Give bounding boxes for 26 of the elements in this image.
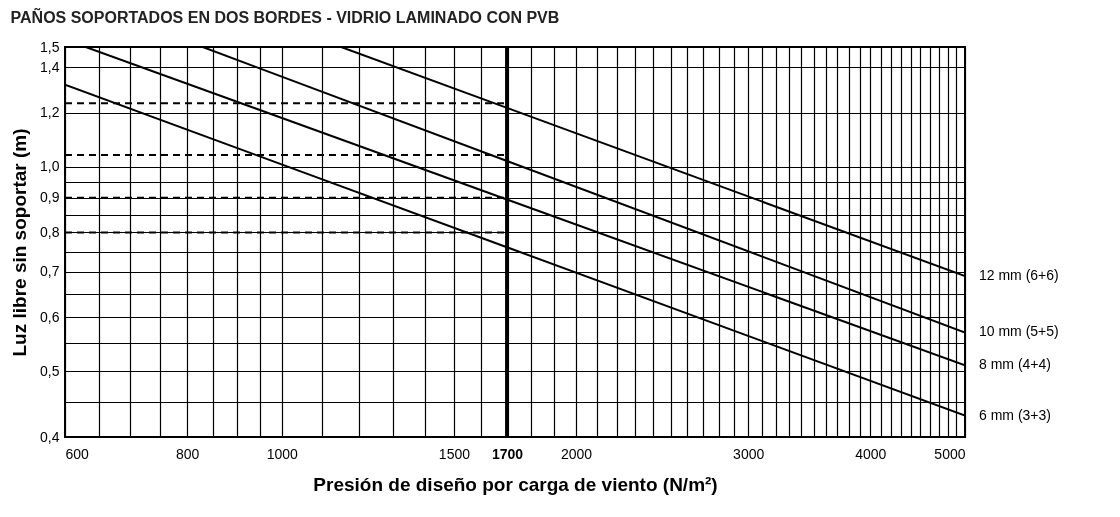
y-tick-label: 0,4: [40, 428, 60, 445]
y-axis-title: Luz libre sin soportar (m): [9, 128, 31, 357]
x-axis-title: Presión de diseño por carga de viento (N/m²): [313, 473, 718, 495]
x-tick-label: 1700: [491, 445, 524, 462]
series-label: 10 mm (5+5): [979, 323, 1059, 340]
series-label: 8 mm (4+4): [979, 356, 1051, 373]
x-tick-label: 600: [65, 445, 90, 462]
y-tick-label: 0,5: [40, 362, 60, 379]
y-tick-label: 0,7: [40, 263, 60, 280]
x-tick-label: 1000: [266, 445, 299, 462]
series-label: 6 mm (3+3): [979, 406, 1051, 423]
x-tick-label: 1500: [438, 445, 471, 462]
y-tick-label: 1,0: [40, 158, 60, 175]
x-tick-label: 4000: [855, 445, 887, 462]
chart-title: PAÑOS SOPORTADOS EN DOS BORDES - VIDRIO LAMINADO CON PVB: [10, 7, 560, 26]
x-tick-label: 2000: [560, 445, 593, 462]
x-tick-label: 800: [175, 445, 200, 462]
y-tick-label: 0,9: [40, 189, 60, 206]
series-label: 12 mm (6+6): [979, 267, 1059, 284]
y-tick-label: 0,8: [40, 223, 60, 240]
x-tick-label: 3000: [733, 445, 765, 462]
y-tick-label: 0,6: [40, 308, 60, 325]
x-tick-label: 5000: [934, 445, 966, 462]
y-tick-label: 1,2: [40, 104, 60, 121]
y-tick-label: 1,4: [40, 58, 60, 75]
y-tick-label: 1,5: [40, 38, 60, 55]
